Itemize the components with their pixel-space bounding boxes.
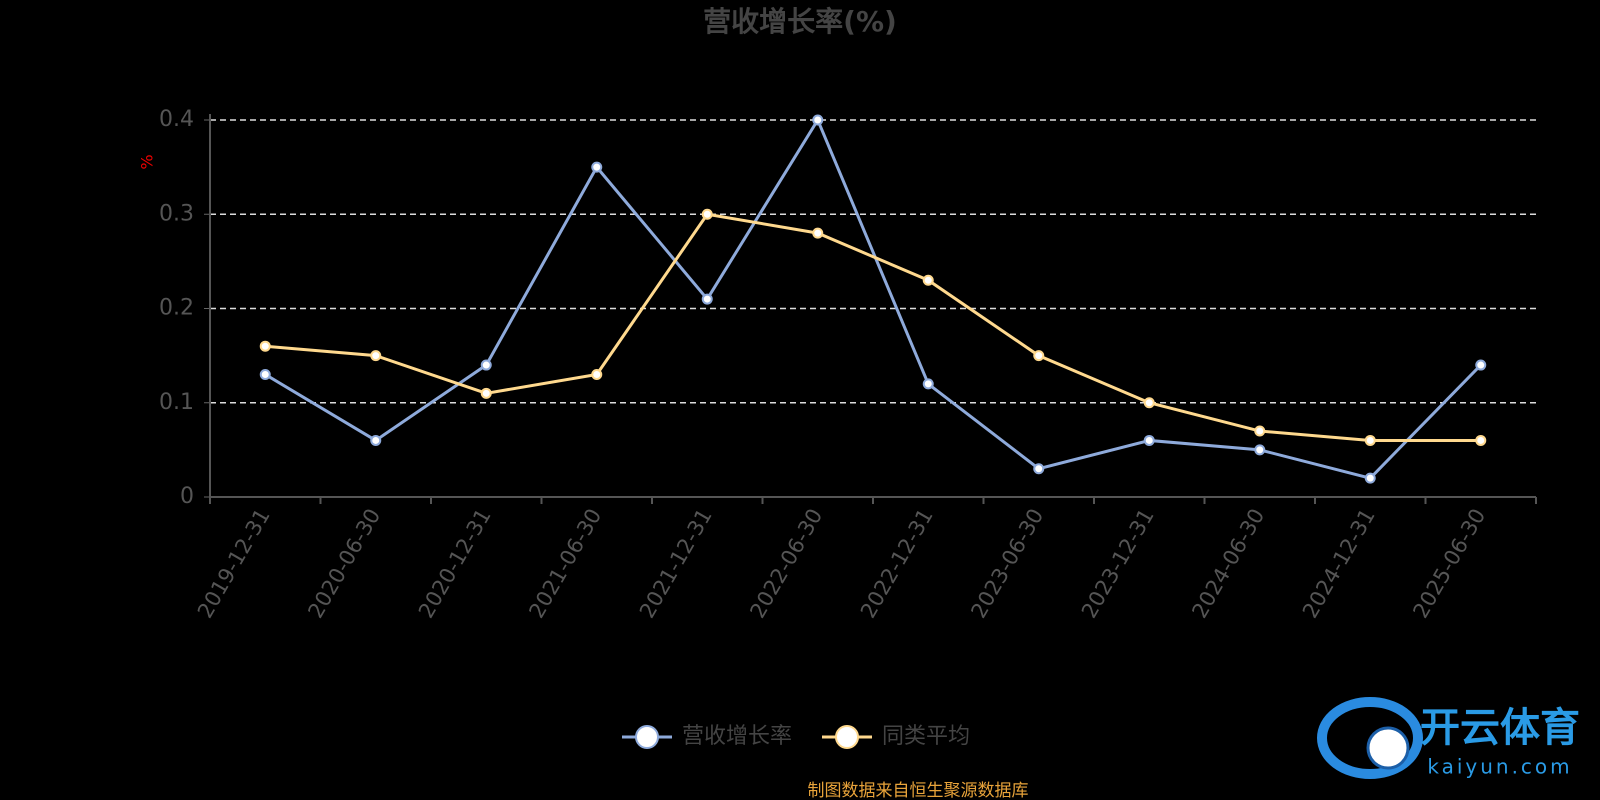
x-tick-label: 2023-06-30 (966, 505, 1048, 623)
data-point (370, 350, 382, 362)
legend-label[interactable]: 营收增长率 (682, 724, 792, 749)
data-point (1143, 397, 1155, 409)
x-tick-label: 2022-06-30 (745, 505, 827, 623)
y-tick-label: 0.4 (159, 107, 194, 132)
data-point (812, 114, 824, 126)
x-tick-label: 2025-06-30 (1408, 505, 1490, 623)
y-tick-label: 0 (180, 484, 194, 509)
y-tick-label: 0.3 (159, 201, 194, 226)
data-point (922, 274, 934, 286)
data-point (1254, 425, 1266, 437)
data-point (480, 387, 492, 399)
x-tick-label: 2019-12-31 (193, 505, 275, 623)
data-point (1033, 350, 1045, 362)
watermark-url: kaiyun.com (1427, 755, 1572, 779)
source-note: 制图数据来自恒生聚源数据库 (808, 781, 1029, 800)
series-line (264, 116, 1482, 480)
y-tick-label: 0.1 (159, 390, 194, 415)
x-tick-label: 2023-12-31 (1077, 505, 1159, 623)
data-point (480, 359, 492, 371)
data-point (812, 227, 824, 239)
x-tick-label: 2021-06-30 (524, 505, 606, 623)
data-point (1033, 463, 1045, 475)
watermark: 开云体育 kaiyun.com (1317, 697, 1580, 779)
data-point (259, 368, 271, 380)
data-point (591, 368, 603, 380)
data-point (370, 434, 382, 446)
x-tick-label: 2024-12-31 (1298, 505, 1380, 623)
legend-label[interactable]: 同类平均 (882, 724, 970, 749)
data-point (1364, 472, 1376, 484)
data-point (1475, 434, 1487, 446)
data-point (922, 378, 934, 390)
y-tick-label: 0.2 (159, 296, 194, 321)
data-point (1364, 434, 1376, 446)
data-point (701, 293, 713, 305)
data-point (259, 340, 271, 352)
logo-ball (1366, 726, 1410, 770)
series-line (265, 212, 1481, 442)
data-point (1143, 434, 1155, 446)
data-point (701, 208, 713, 220)
data-point (1475, 359, 1487, 371)
chart-title: 营收增长率(%) (703, 5, 897, 38)
watermark-name: 开云体育 (1420, 705, 1580, 751)
x-tick-label: 2022-12-31 (856, 505, 938, 623)
data-point (1254, 444, 1266, 456)
logo-ring (1317, 697, 1423, 779)
x-tick-label: 2020-12-31 (414, 505, 496, 623)
x-tick-label: 2020-06-30 (303, 505, 385, 623)
legend-symbol[interactable] (635, 725, 659, 749)
x-tick-label: 2024-06-30 (1187, 505, 1269, 623)
x-tick-label: 2021-12-31 (635, 505, 717, 623)
data-point (591, 161, 603, 173)
y-axis-label: % (138, 154, 157, 169)
legend-symbol[interactable] (835, 725, 859, 749)
